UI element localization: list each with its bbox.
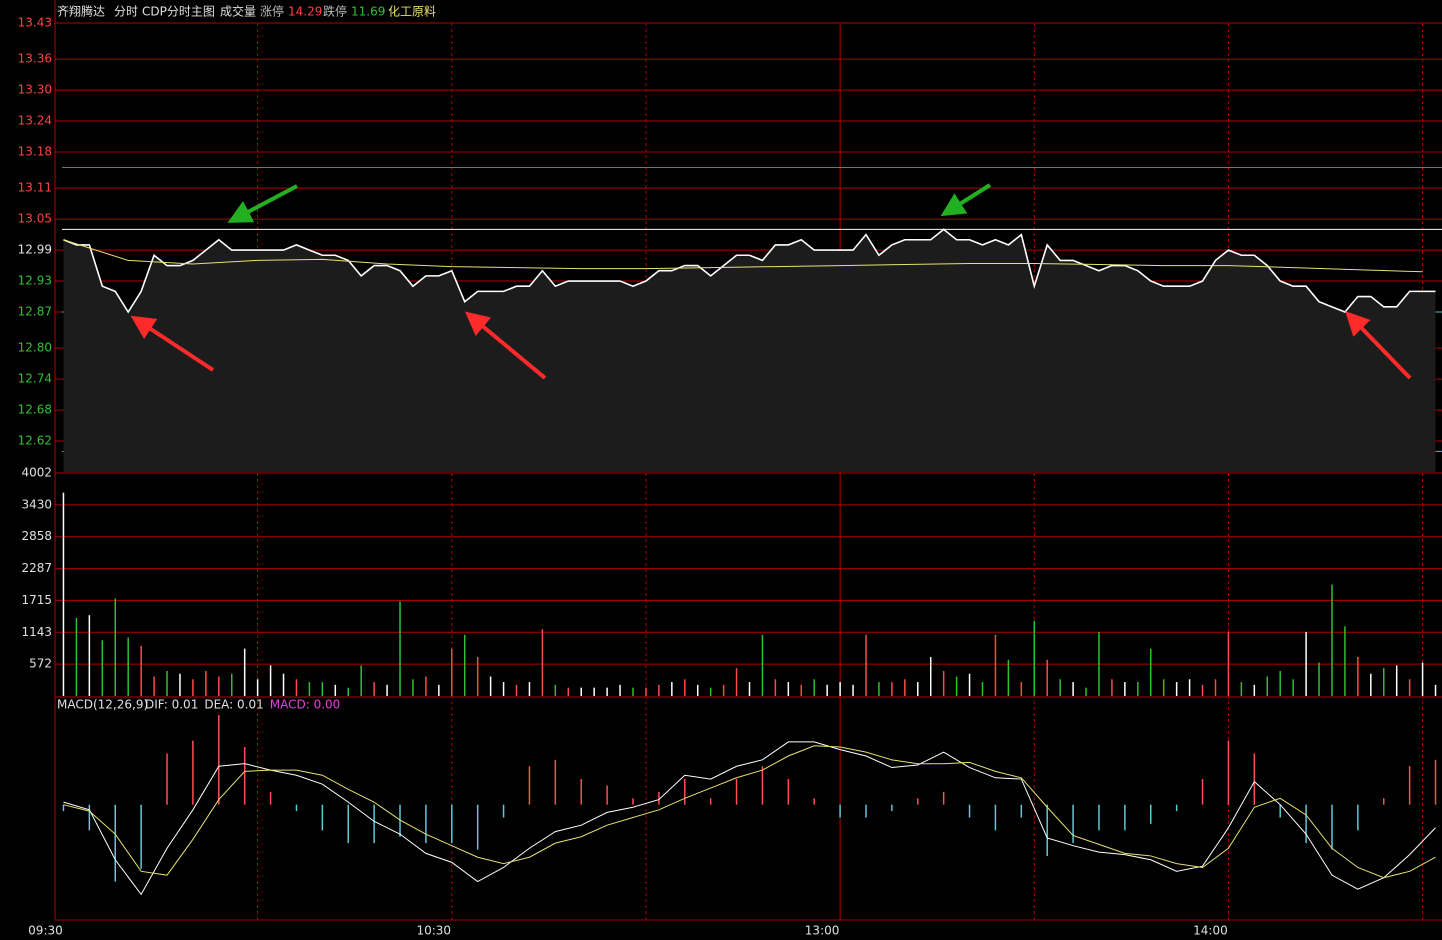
dif-line <box>63 741 1436 896</box>
y-tick-label: 12.68 <box>18 403 52 417</box>
x-tick-label: 09:30 <box>28 924 63 938</box>
arrow <box>940 183 992 217</box>
arrow <box>1345 311 1412 380</box>
arrow <box>464 311 547 380</box>
y-tick-label: 572 <box>29 657 52 671</box>
macd-value-label: MACD: 0.00 <box>270 698 341 712</box>
y-tick-label: 12.93 <box>18 274 52 288</box>
y-tick-label: 12.62 <box>18 434 52 448</box>
y-tick-label: 4002 <box>21 466 52 480</box>
period: 分时 <box>114 5 138 19</box>
limit-down-label: 跌停 <box>323 4 347 19</box>
macd-value-label: DEA: 0.01 <box>204 698 263 712</box>
limit-up: 14.29 <box>288 5 322 19</box>
y-tick-label: 2287 <box>21 561 52 575</box>
x-tick-label: 13:00 <box>805 924 840 938</box>
y-tick-label: 13.05 <box>18 212 52 226</box>
y-tick-label: 12.74 <box>18 372 52 386</box>
y-tick-label: 13.11 <box>18 181 52 195</box>
macd-title: MACD(12,26,9) <box>57 698 148 712</box>
x-tick-label: 10:30 <box>416 924 451 938</box>
price-area <box>63 229 1436 472</box>
macd-value-label: DIF: 0.01 <box>145 698 198 712</box>
sector: 化工原料 <box>388 5 436 19</box>
y-tick-label: 12.80 <box>18 341 52 355</box>
limit-down: 11.69 <box>351 5 385 19</box>
limit-up-label: 涨停 <box>260 4 284 19</box>
dea-line <box>63 745 1436 879</box>
x-tick-label: 14:00 <box>1193 924 1228 938</box>
price-line <box>63 228 1436 314</box>
y-tick-label: 12.99 <box>18 243 52 257</box>
annotation-arrows <box>130 183 1412 380</box>
y-tick-label: 13.43 <box>18 16 52 30</box>
indicator-name: CDP分时主图 <box>142 5 215 19</box>
y-tick-label: 13.30 <box>18 83 52 97</box>
y-tick-label: 13.36 <box>18 52 52 66</box>
marks-layer <box>62 228 1437 896</box>
y-tick-label: 3430 <box>21 497 52 511</box>
y-tick-label: 1715 <box>21 593 52 607</box>
average-line <box>63 239 1423 273</box>
y-tick-label: 1143 <box>21 625 52 639</box>
y-tick-label: 13.18 <box>18 145 52 159</box>
volume-label: 成交量 <box>220 4 256 19</box>
y-tick-label: 12.87 <box>18 305 52 319</box>
stock-name: 齐翔腾达 <box>57 4 105 19</box>
arrow <box>130 315 215 372</box>
arrow <box>227 184 298 223</box>
y-tick-label: 13.24 <box>18 114 52 128</box>
y-tick-label: 2858 <box>21 529 52 543</box>
